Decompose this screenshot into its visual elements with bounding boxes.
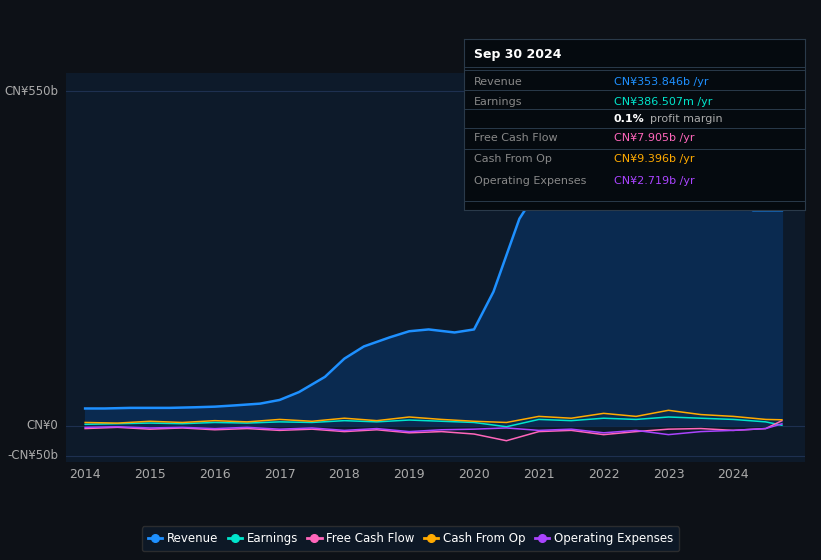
Text: Cash From Op: Cash From Op bbox=[474, 154, 552, 164]
Text: CN¥0: CN¥0 bbox=[26, 419, 58, 432]
Text: CN¥9.396b /yr: CN¥9.396b /yr bbox=[614, 154, 695, 164]
Text: Revenue: Revenue bbox=[474, 77, 523, 87]
Text: Sep 30 2024: Sep 30 2024 bbox=[474, 48, 562, 61]
Legend: Revenue, Earnings, Free Cash Flow, Cash From Op, Operating Expenses: Revenue, Earnings, Free Cash Flow, Cash … bbox=[142, 526, 679, 551]
Text: CN¥386.507m /yr: CN¥386.507m /yr bbox=[614, 97, 712, 108]
Text: profit margin: profit margin bbox=[649, 114, 722, 124]
Text: Earnings: Earnings bbox=[474, 97, 523, 108]
Text: 0.1%: 0.1% bbox=[614, 114, 644, 124]
Text: CN¥550b: CN¥550b bbox=[4, 85, 58, 97]
Text: Operating Expenses: Operating Expenses bbox=[474, 176, 586, 186]
Text: -CN¥50b: -CN¥50b bbox=[7, 450, 58, 463]
Text: CN¥353.846b /yr: CN¥353.846b /yr bbox=[614, 77, 709, 87]
Text: CN¥2.719b /yr: CN¥2.719b /yr bbox=[614, 176, 695, 186]
Text: Free Cash Flow: Free Cash Flow bbox=[474, 133, 557, 143]
Text: CN¥7.905b /yr: CN¥7.905b /yr bbox=[614, 133, 695, 143]
